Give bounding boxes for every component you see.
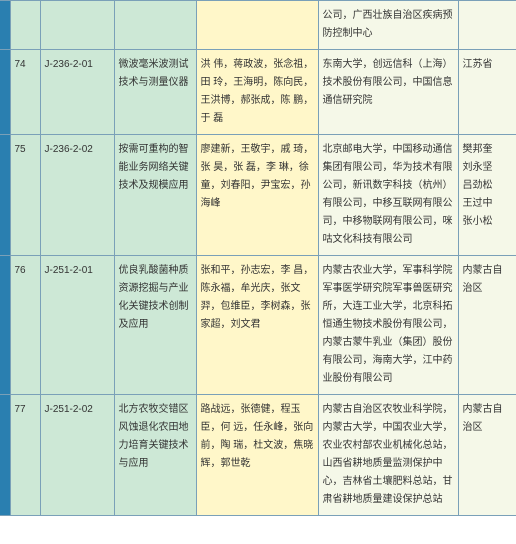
project-cell: 按需可重构的智能业务网络关键技术及规模应用	[114, 135, 196, 256]
project-cell: 优良乳酸菌种质资源挖掘与产业化关键技术创制及应用	[114, 256, 196, 395]
project-cell: 微波毫米波测试技术与测量仪器	[114, 50, 196, 135]
table-row: 74J-236-2-01微波毫米波测试技术与测量仪器洪 伟，蒋政波，张念祖，田 …	[0, 50, 516, 135]
project-cell	[114, 1, 196, 50]
num-cell: 75	[10, 135, 40, 256]
people-cell: 路战远，张德健，程玉臣，何 远，任永峰，张向前，陶 瑞，杜文波，焦晓辉，郭世乾	[196, 395, 318, 516]
code-cell: J-251-2-01	[40, 256, 114, 395]
code-cell: J-236-2-01	[40, 50, 114, 135]
orgs-cell: 内蒙古农业大学，军事科学院军事医学研究院军事兽医研究所，大连工业大学，北京科拓恒…	[318, 256, 458, 395]
orgs-cell: 内蒙古自治区农牧业科学院，内蒙古大学，中国农业大学，农业农村部农业机械化总站，山…	[318, 395, 458, 516]
recommender-cell: 内蒙古自治区	[458, 395, 516, 516]
people-cell	[196, 1, 318, 50]
stripe-cell	[0, 135, 10, 256]
stripe-cell	[0, 1, 10, 50]
num-cell: 74	[10, 50, 40, 135]
people-cell: 张和平，孙志宏，李 昌，陈永福，牟光庆，张文羿，包维臣，李树森，张家超，刘文君	[196, 256, 318, 395]
code-cell: J-236-2-02	[40, 135, 114, 256]
recommender-cell: 内蒙古自治区	[458, 256, 516, 395]
recommender-cell: 江苏省	[458, 50, 516, 135]
recommender-cell: 樊邦奎刘永坚吕劲松王过中张小松	[458, 135, 516, 256]
code-cell	[40, 1, 114, 50]
stripe-cell	[0, 395, 10, 516]
num-cell	[10, 1, 40, 50]
table-row: 公司，广西壮族自治区疾病预防控制中心	[0, 1, 516, 50]
stripe-cell	[0, 256, 10, 395]
orgs-cell: 北京邮电大学，中国移动通信集团有限公司，华为技术有限公司，新讯数字科技（杭州）有…	[318, 135, 458, 256]
recommender-cell	[458, 1, 516, 50]
code-cell: J-251-2-02	[40, 395, 114, 516]
people-cell: 洪 伟，蒋政波，张念祖，田 玲，王海明，陈向民，王洪博，郝张成，陈 鹏，于 磊	[196, 50, 318, 135]
project-cell: 北方农牧交错区风蚀退化农田地力培育关键技术与应用	[114, 395, 196, 516]
table-row: 75J-236-2-02按需可重构的智能业务网络关键技术及规模应用廖建新，王敬宇…	[0, 135, 516, 256]
orgs-cell: 公司，广西壮族自治区疾病预防控制中心	[318, 1, 458, 50]
orgs-cell: 东南大学，创远信科（上海）技术股份有限公司，中国信息通信研究院	[318, 50, 458, 135]
num-cell: 77	[10, 395, 40, 516]
stripe-cell	[0, 50, 10, 135]
num-cell: 76	[10, 256, 40, 395]
table-row: 77J-251-2-02北方农牧交错区风蚀退化农田地力培育关键技术与应用路战远，…	[0, 395, 516, 516]
people-cell: 廖建新，王敬宇，戚 琦，张 昊，张 磊，李 琳，徐 童，刘春阳，尹宝宏，孙海峰	[196, 135, 318, 256]
table-row: 76J-251-2-01优良乳酸菌种质资源挖掘与产业化关键技术创制及应用张和平，…	[0, 256, 516, 395]
